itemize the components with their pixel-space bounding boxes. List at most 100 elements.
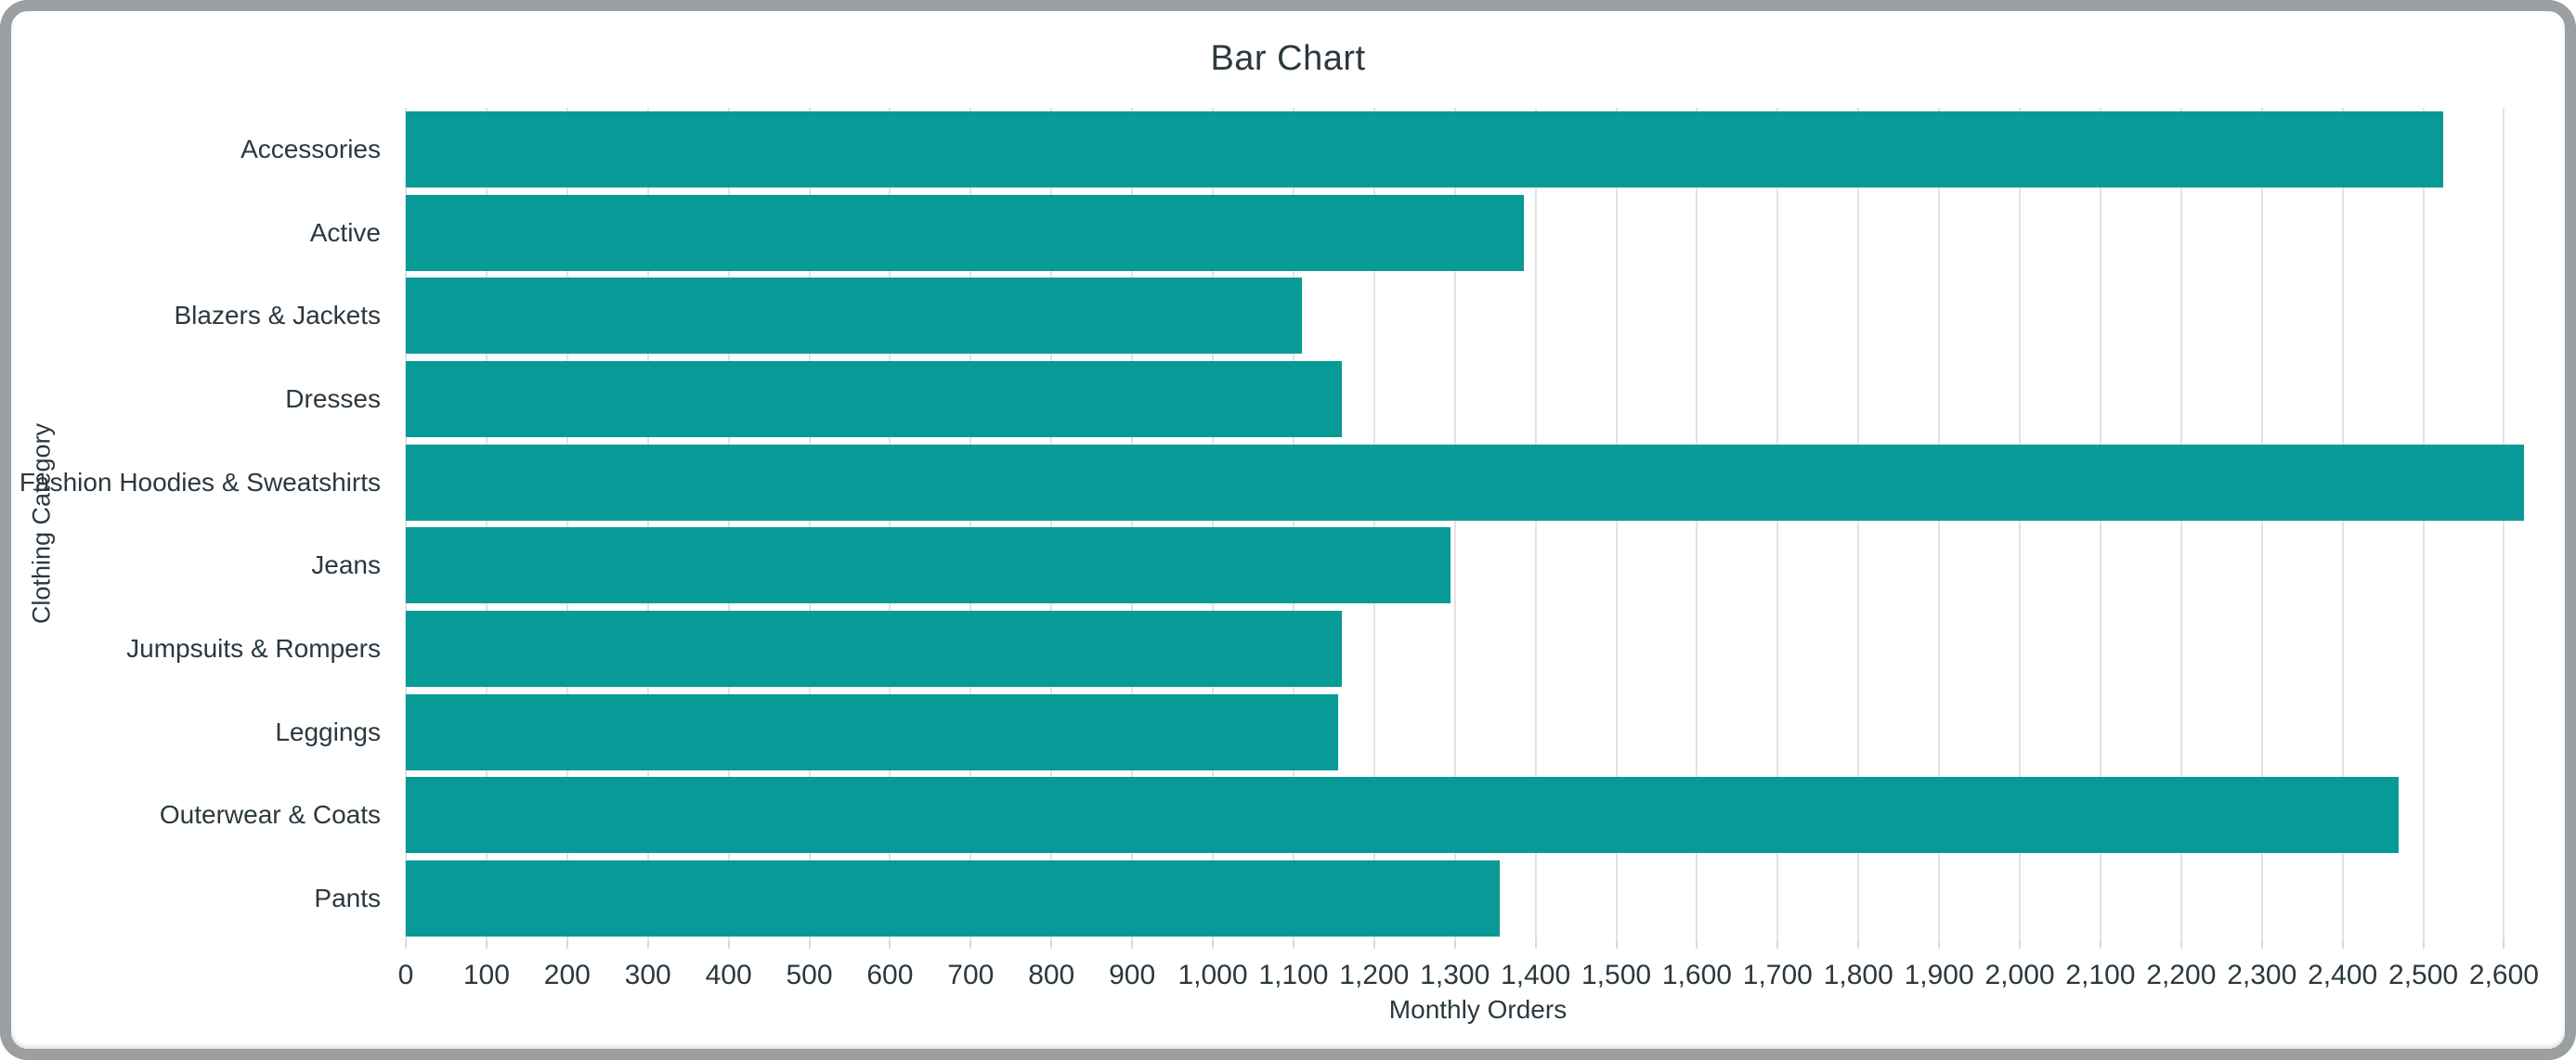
axis-tick-mark — [646, 940, 649, 949]
axis-tick-mark — [405, 940, 407, 949]
grid-line — [1534, 108, 1537, 940]
x-axis-tick-label: 200 — [543, 960, 591, 990]
x-axis-tick-label: 1,700 — [1742, 960, 1813, 990]
x-axis-tick-label: 100 — [462, 960, 510, 990]
x-axis-title: Monthly Orders — [1388, 995, 1568, 1024]
x-axis-tick-label: 2,100 — [2065, 960, 2136, 990]
bar — [406, 360, 1343, 437]
axis-tick-mark — [2503, 940, 2505, 949]
axis-tick-mark — [2019, 940, 2022, 949]
x-axis-tick-label: 1,800 — [1823, 960, 1893, 990]
x-axis-tick-label: 2,000 — [1984, 960, 2055, 990]
x-axis-tick-label: 300 — [624, 960, 671, 990]
axis-tick-mark — [1615, 940, 1618, 949]
x-axis-tick-label: 700 — [947, 960, 995, 990]
grid-line — [1453, 108, 1456, 940]
axis-tick-mark — [1938, 940, 1941, 949]
grid-line — [2260, 108, 2263, 940]
category-label: Fashion Hoodies & Sweatshirts — [19, 467, 381, 497]
grid-line — [1050, 108, 1053, 940]
axis-tick-mark — [1292, 940, 1295, 949]
grid-line — [2019, 108, 2022, 940]
grid-line — [808, 108, 811, 940]
category-label: Pants — [314, 884, 381, 913]
bar — [406, 527, 1451, 604]
y-axis-title: Clothing Category — [27, 422, 56, 625]
category-label: Leggings — [275, 717, 381, 746]
x-axis-tick-label: 1,300 — [1420, 960, 1490, 990]
category-label: Jeans — [311, 550, 381, 580]
grid-line — [646, 108, 649, 940]
grid-line — [2503, 108, 2505, 940]
axis-tick-mark — [889, 940, 891, 949]
grid-line — [1938, 108, 1941, 940]
x-axis-tick-label: 1,900 — [1904, 960, 1974, 990]
axis-tick-mark — [1696, 940, 1698, 949]
axis-tick-mark — [1534, 940, 1537, 949]
grid-line — [1292, 108, 1295, 940]
bar — [406, 278, 1302, 355]
grid-line — [969, 108, 972, 940]
bar — [406, 777, 2400, 854]
grid-line — [1212, 108, 1215, 940]
axis-tick-mark — [2341, 940, 2344, 949]
x-axis-tick-label: 400 — [705, 960, 752, 990]
grid-line — [727, 108, 730, 940]
axis-tick-mark — [2422, 940, 2425, 949]
x-axis-tick-label: 600 — [866, 960, 914, 990]
category-label: Jumpsuits & Rompers — [126, 634, 381, 664]
axis-tick-mark — [1212, 940, 1215, 949]
grid-line — [1615, 108, 1618, 940]
x-axis-tick-label: 2,300 — [2227, 960, 2297, 990]
grid-line — [2179, 108, 2182, 940]
category-label: Outerwear & Coats — [159, 800, 381, 830]
axis-tick-mark — [1857, 940, 1860, 949]
grid-line — [405, 108, 407, 940]
axis-tick-mark — [485, 940, 488, 949]
x-axis-tick-label: 2,200 — [2146, 960, 2217, 990]
axis-tick-mark — [566, 940, 568, 949]
grid-line — [1696, 108, 1698, 940]
axis-tick-mark — [1453, 940, 1456, 949]
plot-area — [405, 108, 2550, 949]
grid-line — [1131, 108, 1134, 940]
bar — [406, 693, 1338, 770]
bar — [406, 860, 1500, 937]
axis-tick-mark — [808, 940, 811, 949]
grid-line — [1776, 108, 1779, 940]
x-axis-tick-label: 2,500 — [2388, 960, 2459, 990]
axis-tick-mark — [2179, 940, 2182, 949]
axis-tick-mark — [1776, 940, 1779, 949]
x-axis-tick-label: 2,600 — [2468, 960, 2539, 990]
bar — [406, 611, 1343, 688]
grid-line — [889, 108, 891, 940]
chart-title: Bar Chart — [1210, 39, 1366, 78]
x-axis-tick-label: 1,500 — [1581, 960, 1652, 990]
bar — [406, 110, 2444, 187]
x-axis-tick-label: 1,100 — [1258, 960, 1329, 990]
x-axis-tick-label: 1,000 — [1177, 960, 1248, 990]
x-axis-tick-label: 1,400 — [1501, 960, 1571, 990]
grid-line — [2422, 108, 2425, 940]
category-label: Dresses — [285, 383, 381, 413]
category-label: Active — [309, 217, 381, 247]
axis-tick-mark — [1373, 940, 1375, 949]
grid-line — [1857, 108, 1860, 940]
grid-line — [485, 108, 488, 940]
x-axis-tick-label: 500 — [786, 960, 833, 990]
x-axis-tick-label: 1,200 — [1339, 960, 1410, 990]
bar — [406, 444, 2525, 521]
axis-tick-mark — [969, 940, 972, 949]
axis-tick-mark — [2260, 940, 2263, 949]
x-axis-tick-label: 900 — [1109, 960, 1156, 990]
axis-tick-mark — [1131, 940, 1134, 949]
x-axis-tick-label: 0 — [397, 960, 414, 990]
x-axis-tick-label: 800 — [1028, 960, 1075, 990]
grid-line — [2341, 108, 2344, 940]
y-axis-labels: Accessories Active Blazers & Jackets Dresse… — [11, 108, 381, 940]
grid-line — [1373, 108, 1375, 940]
axis-tick-mark — [2099, 940, 2101, 949]
grid-line — [2099, 108, 2101, 940]
axis-tick-mark — [727, 940, 730, 949]
